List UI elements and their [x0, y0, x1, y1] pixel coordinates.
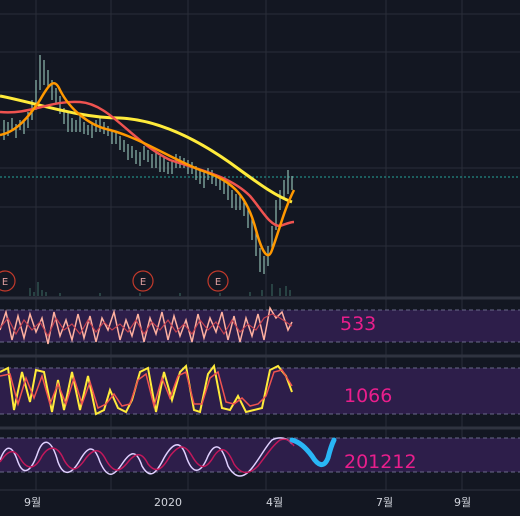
x-axis-tick-label: 9월 — [454, 496, 471, 509]
x-axis-tick-label: 7월 — [376, 496, 393, 509]
indicator-3-label: 201212 — [344, 451, 417, 473]
x-axis[interactable]: 9월 2020 4월 7월 9월 — [0, 489, 520, 509]
earnings-marker-label: E — [215, 277, 221, 288]
earnings-markers[interactable]: E E E — [0, 270, 229, 292]
indicator-2-line-b — [0, 369, 293, 410]
x-axis-tick-label: 2020 — [154, 496, 182, 509]
indicator-pane-1[interactable]: 533 — [0, 305, 520, 345]
x-axis-tick-label: 4월 — [266, 496, 283, 509]
indicator-1-label: 533 — [340, 313, 376, 335]
ma-long-line — [0, 94, 293, 204]
pane-separators[interactable] — [0, 296, 520, 430]
x-axis-tick-label: 9월 — [24, 496, 41, 509]
prediction-curve — [289, 437, 337, 467]
indicator-3-line-a — [0, 437, 293, 477]
indicator-2-line-a — [0, 363, 293, 416]
earnings-marker-label: E — [2, 277, 8, 288]
volume-bars — [29, 282, 291, 296]
indicator-pane-2[interactable]: 1066 — [0, 363, 520, 416]
indicator-2-label: 1066 — [344, 385, 392, 407]
indicator-pane-3[interactable]: 201212 — [0, 437, 520, 477]
price-candles — [3, 55, 293, 274]
indicator-1-line-b — [0, 313, 293, 338]
indicator-3-line-b — [0, 438, 295, 474]
price-pane[interactable]: E E E — [0, 55, 520, 296]
earnings-marker-label: E — [140, 277, 146, 288]
ma-short-line — [0, 82, 296, 257]
